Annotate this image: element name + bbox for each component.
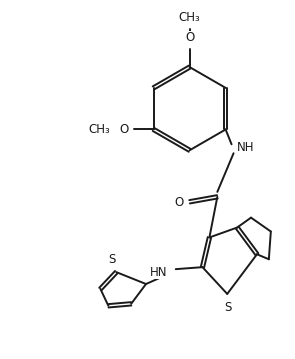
Text: HN: HN: [150, 266, 168, 279]
Text: CH₃: CH₃: [88, 123, 110, 136]
Text: O: O: [174, 196, 184, 209]
Text: S: S: [109, 253, 116, 266]
Text: S: S: [224, 301, 232, 314]
Text: O: O: [185, 31, 194, 44]
Text: NH: NH: [237, 141, 254, 154]
Text: O: O: [119, 123, 129, 136]
Text: CH₃: CH₃: [179, 11, 201, 24]
